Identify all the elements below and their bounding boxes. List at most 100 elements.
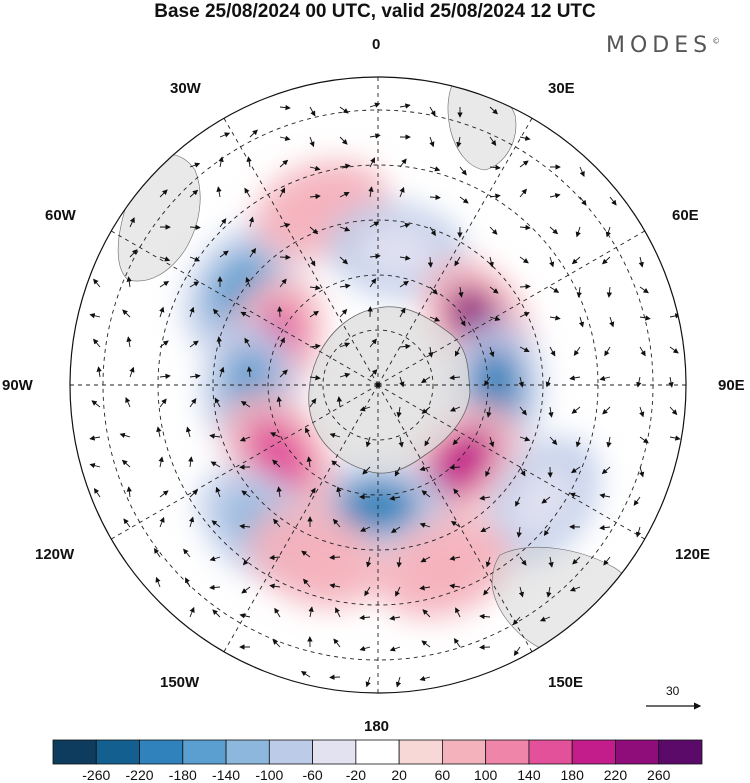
wind-vector [369, 278, 377, 288]
wind-vector [452, 436, 461, 446]
wind-vector [219, 132, 231, 138]
wind-vector [549, 193, 561, 199]
anomaly-pos-160w [276, 529, 354, 586]
wind-vector [489, 315, 501, 322]
wind-vector [639, 436, 649, 444]
anomaly-pos-160e [405, 539, 484, 596]
wind-vector [159, 256, 171, 262]
wind-vector [485, 556, 491, 568]
wind-vector [484, 376, 491, 387]
wind-vector [489, 193, 501, 199]
wind-vector [669, 435, 681, 441]
wind-vector [569, 586, 581, 592]
wind-vector [219, 366, 225, 378]
wind-vector [96, 366, 102, 378]
wind-vector [483, 586, 491, 596]
wind-vector [333, 638, 341, 648]
wind-vector [569, 375, 581, 381]
wind-vector [185, 426, 192, 438]
latitude-circle [212, 219, 544, 551]
colorbar-tick-label: 180 [560, 767, 584, 783]
wind-vector [279, 187, 286, 198]
wind-vector [339, 256, 349, 265]
wind-vector [212, 308, 221, 318]
wind-vector [449, 583, 461, 589]
antarctica-landmass [308, 306, 471, 474]
wind-vector [450, 520, 461, 528]
wind-vector [398, 436, 404, 448]
colorbar-swatch [52, 739, 97, 765]
wind-vector [270, 432, 281, 438]
wind-vector [219, 250, 229, 258]
wind-vector [605, 226, 611, 238]
wind-vector [449, 406, 461, 412]
wind-vector [332, 518, 341, 528]
wind-vector [419, 675, 431, 682]
wind-vector [269, 583, 281, 589]
meridian-line [377, 384, 533, 652]
wind-vector [339, 106, 349, 114]
wind-vector [89, 313, 101, 319]
wind-vector [489, 436, 495, 448]
wind-vector [279, 369, 288, 378]
wind-vector [249, 129, 258, 138]
wind-vector [240, 311, 251, 318]
wind-vector [300, 671, 311, 678]
wind-vector [516, 526, 522, 538]
brand-name: MODES [606, 33, 713, 58]
wind-vector [421, 490, 431, 498]
wind-vector [244, 187, 251, 198]
wind-vector [245, 276, 251, 288]
wind-vector [570, 466, 581, 474]
wind-vector [639, 315, 651, 321]
wind-vector [331, 460, 341, 468]
wind-vector [539, 616, 551, 622]
wind-vector [571, 406, 581, 414]
wind-vector [669, 406, 678, 416]
wind-vector [394, 466, 401, 477]
wind-vector [121, 459, 131, 468]
wind-vector [279, 104, 291, 111]
wind-vector [218, 156, 224, 168]
wind-vector [399, 103, 411, 109]
wind-vector [603, 556, 611, 566]
wind-vector [309, 226, 319, 235]
wind-vector [489, 226, 498, 235]
wind-vector [668, 376, 674, 388]
wind-vector [639, 406, 645, 418]
wind-vector [188, 516, 195, 528]
wind-vector [183, 548, 191, 558]
wind-vector [244, 337, 251, 348]
wind-vector [276, 396, 282, 408]
wind-vector [519, 312, 530, 318]
wind-vector [518, 376, 524, 388]
wind-vector [419, 585, 431, 591]
colorbar-swatch [528, 739, 573, 765]
wind-vector [489, 346, 495, 358]
wind-vector [389, 495, 401, 501]
wind-vector [419, 522, 431, 528]
wind-vector [396, 556, 402, 568]
wind-vector [512, 616, 521, 626]
colorbar-swatch [225, 739, 270, 765]
wind-vector [189, 189, 199, 198]
wind-vector [449, 555, 461, 561]
wind-vector [519, 224, 531, 231]
colorbar-tick-label: -100 [255, 767, 284, 783]
wind-vector [519, 346, 530, 352]
wind-vector [458, 286, 464, 298]
wind-vector [93, 487, 101, 498]
wind-vector [276, 486, 282, 498]
wind-vector [274, 607, 281, 618]
wind-vector [210, 461, 221, 468]
wind-vector [429, 136, 435, 148]
wind-vector [573, 346, 581, 356]
anomaly-pos-130e [427, 428, 495, 497]
colorbar-swatch [355, 739, 400, 765]
wind-vector [399, 343, 411, 350]
wind-vector [429, 194, 441, 201]
wind-vector [246, 366, 253, 378]
wind-vector [459, 166, 467, 176]
wind-vector [279, 159, 289, 168]
wind-vector [240, 401, 251, 408]
